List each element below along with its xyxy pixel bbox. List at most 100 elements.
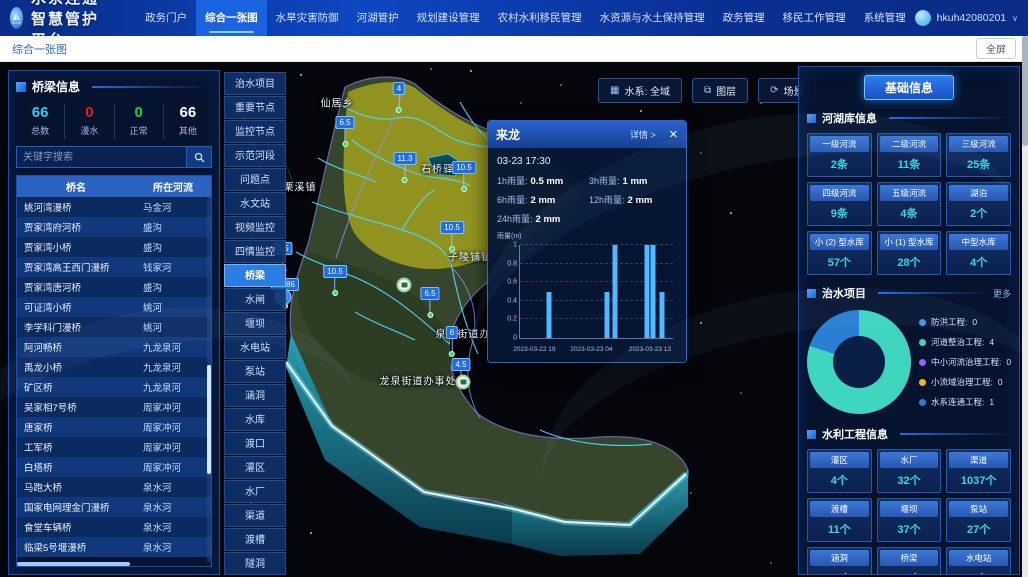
bridge-name-cell: 姚河湾漫桥 (24, 203, 72, 214)
table-row[interactable]: 贾家湾唐河桥 盛沟 (17, 277, 211, 297)
info-cell[interactable]: 渠道 1037个 (946, 449, 1011, 493)
info-cell[interactable]: 泵站 27个 (946, 498, 1011, 542)
donut-chart[interactable] (807, 310, 911, 414)
nav-menu-item[interactable]: 综合一张图 (196, 0, 267, 36)
table-row[interactable]: 马跑大桥 泉水河 (17, 477, 211, 497)
marker-dot (460, 186, 467, 192)
town-label: 龙泉街道办事处 (379, 376, 457, 388)
table-horizontal-scrollbar[interactable] (17, 562, 130, 566)
layer-menu-item[interactable]: 治水项目 (224, 72, 286, 95)
layer-menu-item[interactable]: 水电站 (224, 336, 286, 359)
water-level-marker[interactable]: 6 (445, 326, 459, 357)
water-level-marker[interactable]: 6.5 (335, 116, 355, 147)
layer-menu-item[interactable]: 监控节点 (224, 120, 286, 143)
nav-menu-item[interactable]: 系统管理 (863, 12, 906, 24)
layer-menu-item[interactable]: 渡槽 (224, 528, 286, 551)
table-row[interactable]: 国家电网理金门漫桥 泉水河 (17, 497, 211, 517)
table-row[interactable]: 姚河湾漫桥 马金河 (17, 197, 211, 217)
layer-menu-item[interactable]: 隧洞 (224, 552, 286, 575)
layer-menu-item[interactable]: 问题点 (224, 168, 286, 191)
table-row[interactable]: 矿区桥 九龙泉河 (17, 377, 211, 397)
table-row[interactable]: 临梁5号堰漫桥 泉水河 (17, 537, 211, 557)
layer-menu-item[interactable]: 水文站 (224, 192, 286, 215)
nav-menu-item[interactable]: 政务管理 (722, 12, 765, 24)
layer-menu-item[interactable]: 渠道 (224, 504, 286, 527)
map-control-bar: ▦ 水系: 全域 ⧉ 图层 ⟳ 场景 (598, 78, 816, 103)
nav-menu-item[interactable]: 水资源与水土保持管理 (599, 12, 705, 24)
nav-menu-item[interactable]: 规划建设管理 (416, 12, 480, 24)
fullscreen-button[interactable]: 全屏 (976, 38, 1016, 59)
layer-menu-item[interactable]: 涵洞 (224, 384, 286, 407)
more-link[interactable]: 更多 (992, 288, 1011, 299)
table-row[interactable]: 阿河畅桥 九龙泉河 (17, 337, 211, 357)
water-level-marker[interactable]: 4 (392, 82, 406, 113)
map-control-button[interactable]: ⧉ 图层 (692, 78, 749, 103)
table-row[interactable]: 可证湾小桥 姚河 (17, 297, 211, 317)
table-row[interactable]: 白塔桥 周家冲河 (17, 457, 211, 477)
layer-menu-item[interactable]: 渡口 (224, 432, 286, 455)
camera-marker-icon[interactable] (455, 374, 471, 390)
layer-menu-item[interactable]: 水闸 (224, 288, 286, 311)
bridge-stat: 66 总数 (16, 104, 66, 139)
info-cell[interactable]: 二级河流 11条 (876, 133, 942, 177)
layer-menu-item[interactable]: 四情监控 (224, 240, 286, 263)
nav-menu-item[interactable]: 政务门户 (145, 12, 188, 24)
user-menu[interactable]: hkuh42080201 ∨ (914, 10, 1018, 26)
info-cell[interactable]: 灌区 4个 (807, 449, 872, 493)
search-button[interactable] (186, 146, 212, 168)
layer-menu-item[interactable]: 灌区 (224, 456, 286, 479)
info-cell[interactable]: 水电站 3个 (946, 547, 1011, 574)
info-cell[interactable]: 三级河流 25条 (946, 133, 1011, 177)
info-cell[interactable]: 四级河流 9条 (807, 182, 872, 226)
water-level-marker[interactable]: 10.5 (323, 265, 347, 296)
info-cell[interactable]: 涵洞 47个 (807, 547, 872, 574)
details-link[interactable]: 详情 > (630, 130, 656, 140)
info-cell[interactable]: 一级河流 2条 (807, 133, 872, 177)
info-cell[interactable]: 小 (1) 型水库 28个 (876, 231, 942, 275)
layer-menu-item[interactable]: 重要节点 (224, 96, 286, 119)
table-vertical-scrollbar[interactable] (207, 197, 211, 562)
table-row[interactable]: 工军桥 周家冲河 (17, 437, 211, 457)
layer-menu-item[interactable]: 示范河段 (224, 144, 286, 167)
table-row[interactable]: 贾家湾高王西门漫桥 钱家河 (17, 257, 211, 277)
water-level-marker[interactable]: 10.5 (440, 221, 464, 252)
info-cell[interactable]: 堰坝 37个 (876, 498, 942, 542)
river-name-cell: 九龙泉河 (143, 383, 182, 394)
table-row[interactable]: 禹龙小桥 九龙泉河 (17, 357, 211, 377)
layer-menu-item[interactable]: 桥梁 (224, 264, 286, 287)
nav-menu-item[interactable]: 移民工作管理 (782, 12, 846, 24)
page-scrollbar[interactable] (1022, 36, 1028, 577)
search-input[interactable] (16, 146, 186, 168)
water-level-marker[interactable]: 10.5 (452, 161, 476, 192)
info-cell[interactable]: 五级河流 4条 (876, 182, 942, 226)
layer-menu-item[interactable]: 视频监控 (224, 216, 286, 239)
layer-menu-item[interactable]: 堰坝 (224, 312, 286, 335)
table-row[interactable]: 唐家桥 周家冲河 (17, 417, 211, 437)
layer-menu-item[interactable]: 水库 (224, 408, 286, 431)
breadcrumb[interactable]: 综合一张图 (12, 43, 67, 56)
table-row[interactable]: 吴家相7号桥 周家冲河 (17, 397, 211, 417)
info-cell[interactable]: 水厂 32个 (876, 449, 942, 493)
table-row[interactable]: 贾家湾府河桥 盛沟 (17, 217, 211, 237)
layer-menu-item[interactable]: 泵站 (224, 360, 286, 383)
basic-info-button[interactable]: 基础信息 (863, 75, 954, 100)
nav-menu-item[interactable]: 河湖管护 (356, 12, 399, 24)
table-row[interactable]: 贾家湾小桥 盛沟 (17, 237, 211, 257)
map-control-label: 水系: 全域 (624, 87, 671, 98)
layer-menu-item[interactable]: 水厂 (224, 480, 286, 503)
info-cell[interactable]: 中型水库 4个 (946, 231, 1011, 275)
nav-menu-item[interactable]: 农村水利移民管理 (497, 12, 582, 24)
table-row[interactable]: 李学科门漫桥 姚河 (17, 317, 211, 337)
info-cell[interactable]: 小 (2) 型水库 57个 (807, 231, 872, 275)
info-cell[interactable]: 桥梁 66个 (876, 547, 942, 574)
map-control-button[interactable]: ▦ 水系: 全域 (598, 78, 683, 103)
legend-value: 4 (989, 337, 995, 347)
water-level-marker[interactable]: 6.5 (420, 287, 440, 318)
info-cell[interactable]: 湖泊 2个 (946, 182, 1011, 226)
camera-marker-icon[interactable] (396, 277, 412, 293)
info-cell[interactable]: 渡槽 11个 (807, 498, 872, 542)
nav-menu-item[interactable]: 水旱灾害防御 (275, 12, 339, 24)
close-icon[interactable]: ✕ (668, 129, 678, 141)
table-row[interactable]: 食堂车辆桥 泉水河 (17, 517, 211, 537)
water-level-marker[interactable]: 11.3 (393, 152, 417, 183)
